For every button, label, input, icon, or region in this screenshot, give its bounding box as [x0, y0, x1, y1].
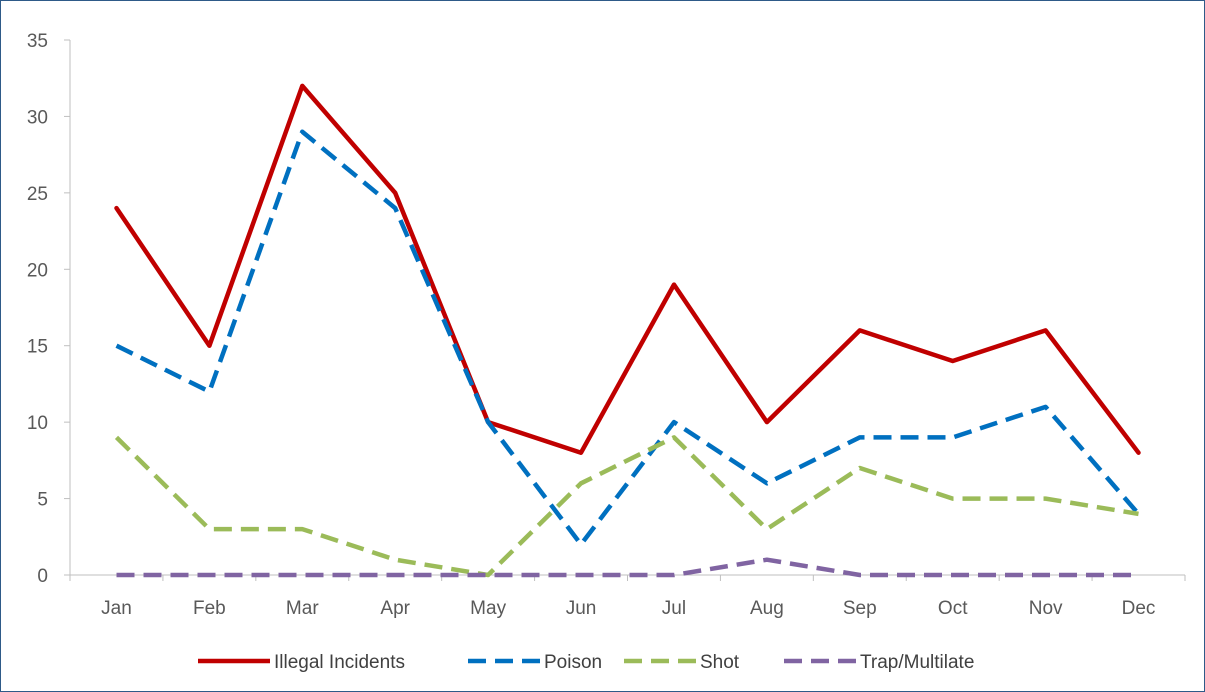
y-tick-label: 25: [27, 184, 48, 205]
x-tick-label: Sep: [843, 598, 877, 619]
series-line-shot: [114, 435, 1139, 578]
y-tick-label: 10: [27, 413, 48, 434]
y-tick-label: 0: [37, 566, 48, 587]
series-lines: [114, 83, 1141, 578]
y-tick-label: 5: [37, 490, 48, 511]
x-tick-label: Nov: [1029, 598, 1063, 619]
y-tick-label: 15: [27, 337, 48, 358]
x-tick-label: Apr: [380, 598, 410, 619]
x-tick-label: Jun: [566, 598, 597, 619]
legend-label: Illegal Incidents: [274, 652, 405, 673]
series-line-illegal-incidents: [114, 83, 1141, 455]
series-line-poison: [115, 129, 1141, 547]
x-axis: Jan Feb Mar Apr May Jun Jul Aug Sep Oct Nov Dec: [69, 574, 1186, 619]
x-tick-label: Feb: [193, 598, 226, 619]
x-tick-label: May: [470, 598, 506, 619]
legend: Illegal Incidents Poison Shot Trap/Multilat…: [198, 652, 974, 673]
x-tick-label: Oct: [938, 598, 968, 619]
legend-label: Shot: [700, 652, 740, 673]
legend-label: Poison: [544, 652, 602, 673]
y-tick-label: 20: [27, 260, 48, 281]
y-axis: 0 5 10 15 20 25 30 35: [27, 31, 71, 587]
y-tick-label: 35: [27, 31, 48, 52]
x-tick-label: Dec: [1122, 598, 1156, 619]
legend-label: Trap/Multilate: [860, 652, 974, 673]
x-tick-label: Jan: [101, 598, 132, 619]
x-tick-label: Mar: [286, 598, 319, 619]
x-tick-label: Jul: [662, 598, 686, 619]
x-tick-label: Aug: [750, 598, 784, 619]
y-tick-label: 30: [27, 107, 48, 128]
series-line-trap-multilate: [116, 557, 1139, 578]
